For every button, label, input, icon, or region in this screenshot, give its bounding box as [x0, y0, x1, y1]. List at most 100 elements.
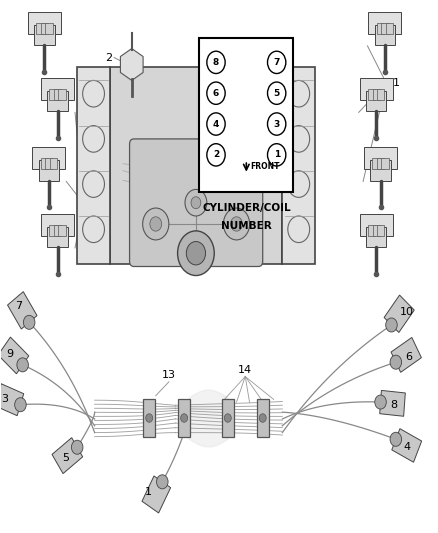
Polygon shape — [380, 390, 405, 416]
Circle shape — [375, 395, 386, 409]
Text: CYLINDER/COIL: CYLINDER/COIL — [202, 203, 291, 213]
Circle shape — [191, 197, 201, 209]
Bar — [377, 23, 384, 34]
Bar — [36, 23, 44, 34]
Text: 7: 7 — [273, 58, 280, 67]
Circle shape — [15, 398, 26, 411]
Text: 2: 2 — [213, 150, 219, 159]
Bar — [257, 399, 269, 437]
Circle shape — [223, 208, 250, 240]
Circle shape — [143, 208, 169, 240]
Polygon shape — [7, 292, 37, 329]
Bar — [372, 158, 380, 169]
Circle shape — [17, 358, 28, 372]
Bar — [371, 160, 391, 181]
Text: 7: 7 — [16, 301, 23, 311]
Bar — [368, 225, 375, 236]
Circle shape — [386, 318, 397, 332]
Text: 14: 14 — [238, 365, 252, 375]
Bar — [373, 225, 380, 236]
Text: 1: 1 — [274, 150, 280, 159]
Bar — [54, 89, 61, 100]
Bar — [360, 78, 393, 100]
Bar — [375, 25, 395, 45]
Bar — [41, 158, 48, 169]
Circle shape — [71, 440, 83, 454]
Bar — [385, 23, 393, 34]
Circle shape — [231, 217, 242, 231]
Text: 4: 4 — [213, 119, 219, 128]
Bar — [222, 399, 234, 437]
Bar — [58, 89, 66, 100]
Text: 9: 9 — [6, 349, 13, 359]
Polygon shape — [120, 49, 143, 80]
Bar — [41, 78, 74, 100]
Bar — [373, 89, 380, 100]
Circle shape — [180, 414, 187, 422]
Text: 6: 6 — [213, 88, 219, 98]
Bar — [49, 89, 57, 100]
Bar — [178, 399, 190, 437]
Text: 3: 3 — [274, 119, 280, 128]
Bar — [368, 89, 375, 100]
Bar — [49, 158, 57, 169]
Text: 8: 8 — [213, 58, 219, 67]
Bar — [360, 214, 393, 236]
Bar — [34, 25, 55, 45]
FancyBboxPatch shape — [130, 139, 263, 266]
Bar — [199, 38, 293, 192]
Circle shape — [150, 217, 162, 231]
Circle shape — [186, 241, 205, 265]
Circle shape — [390, 355, 402, 369]
Text: 13: 13 — [162, 370, 176, 381]
Bar — [366, 91, 386, 111]
Text: 1: 1 — [145, 488, 152, 497]
Circle shape — [390, 432, 402, 446]
Bar — [377, 89, 384, 100]
Bar — [49, 225, 57, 236]
Bar — [381, 158, 389, 169]
Bar — [77, 67, 110, 264]
Text: 5: 5 — [274, 88, 280, 98]
Polygon shape — [142, 476, 171, 513]
Bar — [41, 23, 48, 34]
Polygon shape — [391, 337, 421, 373]
Text: 4: 4 — [403, 442, 410, 452]
Bar — [47, 227, 67, 247]
Text: 11: 11 — [387, 78, 401, 88]
Bar — [58, 225, 66, 236]
Text: 3: 3 — [2, 394, 9, 405]
Circle shape — [146, 414, 153, 422]
Bar — [47, 91, 67, 111]
Text: 6: 6 — [406, 352, 413, 362]
Bar — [377, 225, 384, 236]
Text: 8: 8 — [390, 400, 397, 410]
Bar — [381, 23, 389, 34]
Circle shape — [185, 189, 207, 216]
Circle shape — [23, 316, 35, 329]
Bar — [39, 160, 59, 181]
Bar — [54, 225, 61, 236]
Circle shape — [259, 414, 266, 422]
Circle shape — [156, 475, 168, 489]
Bar — [366, 227, 386, 247]
Text: FRONT: FRONT — [251, 161, 280, 171]
Polygon shape — [0, 384, 24, 416]
Bar — [110, 67, 283, 264]
Text: 5: 5 — [62, 453, 69, 463]
Polygon shape — [52, 438, 83, 474]
Text: 10: 10 — [400, 306, 414, 317]
Polygon shape — [0, 337, 29, 374]
Polygon shape — [392, 429, 422, 462]
Bar — [41, 214, 74, 236]
Bar — [45, 23, 53, 34]
Bar — [283, 67, 315, 264]
Bar — [377, 158, 384, 169]
Text: NUMBER: NUMBER — [221, 221, 272, 231]
Text: 11: 11 — [86, 199, 100, 209]
Polygon shape — [384, 295, 414, 333]
Bar — [28, 12, 61, 34]
Circle shape — [224, 414, 231, 422]
Bar — [32, 147, 65, 169]
Bar — [364, 147, 397, 169]
